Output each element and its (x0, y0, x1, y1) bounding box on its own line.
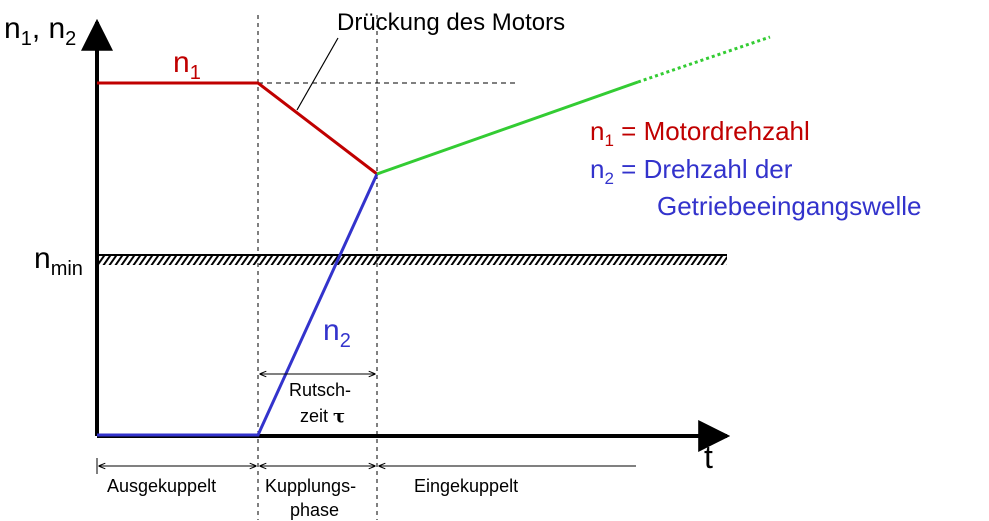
legend-n1: n1 = Motordrehzahl (590, 116, 810, 150)
nmin-hatch (97, 256, 727, 265)
n1-curve (97, 81, 378, 176)
y-axis-label: n1, n2 (4, 12, 76, 50)
phase-ausgekuppelt: Ausgekuppelt (107, 476, 216, 496)
nmin-label: nmin (34, 242, 83, 280)
legend-n2-continued: Getriebeeingangswelle (657, 191, 922, 221)
x-axis-label: t (704, 439, 713, 475)
combined-curve-dotted (637, 35, 771, 84)
n1-curve-label: n1 (173, 46, 201, 84)
slip-time-line2: zeit τ (300, 406, 345, 427)
motor-drop-label: Drückung des Motors (337, 9, 565, 36)
phase-phase: phase (290, 500, 339, 520)
phase-kupplungs: Kupplungs- (265, 476, 356, 496)
combined-curve (376, 80, 639, 176)
motor-drop-leader (296, 37, 339, 111)
phase-eingekuppelt: Eingekuppelt (414, 476, 518, 496)
slip-time-line1: Rutsch- (289, 380, 351, 400)
n2-curve (97, 173, 379, 437)
n2-curve-label: n2 (323, 314, 351, 352)
legend-n2: n2 = Drehzahl der (590, 154, 793, 188)
